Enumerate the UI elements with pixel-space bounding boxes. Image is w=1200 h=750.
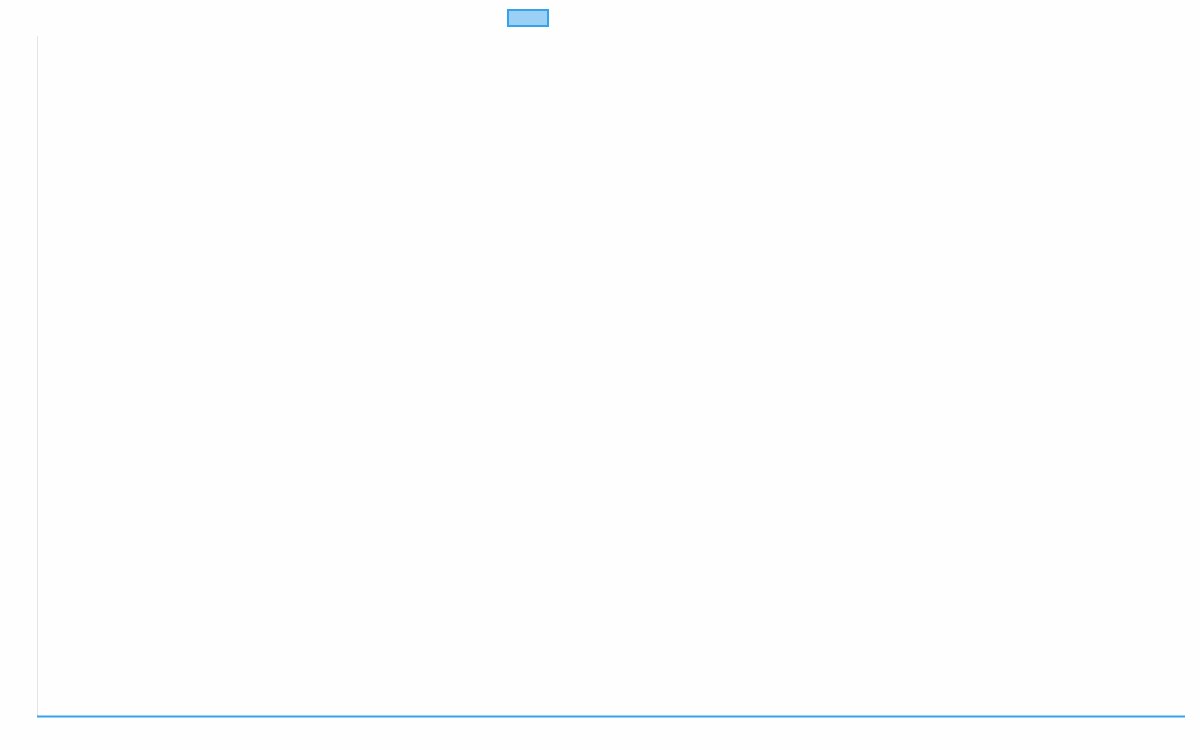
legend-swatch[interactable] — [507, 9, 549, 27]
